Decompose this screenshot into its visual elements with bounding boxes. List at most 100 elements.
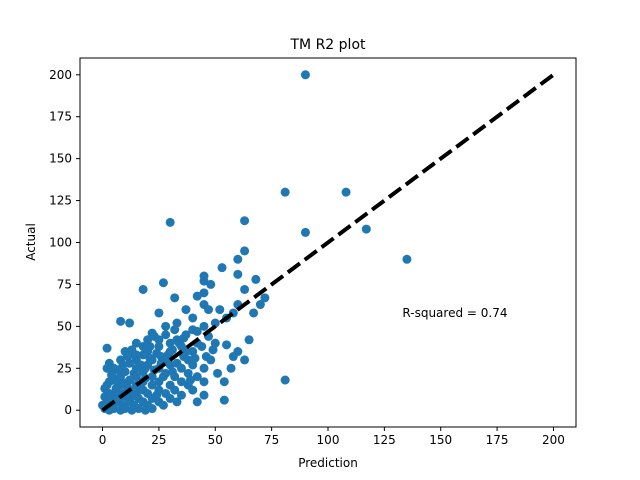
data-point	[199, 276, 209, 286]
data-point	[165, 217, 175, 227]
data-point	[152, 348, 162, 358]
data-point	[341, 187, 351, 197]
data-point	[240, 246, 250, 256]
y-axis-label: Actual	[24, 223, 38, 261]
data-point	[147, 404, 157, 414]
data-point	[161, 330, 171, 340]
y-tick-label: 150	[49, 152, 72, 166]
data-point	[145, 353, 155, 363]
data-point	[131, 350, 141, 360]
data-point	[402, 254, 412, 264]
data-point	[158, 372, 168, 382]
x-tick-label: 50	[208, 433, 223, 447]
data-point	[192, 397, 202, 407]
data-point	[179, 333, 189, 343]
x-tick-label: 125	[373, 433, 396, 447]
data-point	[361, 224, 371, 234]
data-point	[226, 363, 236, 373]
data-point	[140, 405, 150, 415]
data-point	[199, 288, 209, 298]
data-point	[158, 278, 168, 288]
x-tick-label: 75	[264, 433, 279, 447]
data-point	[188, 313, 198, 323]
data-point	[190, 353, 200, 363]
data-point	[217, 263, 227, 273]
data-point	[199, 321, 209, 331]
data-point	[255, 300, 265, 310]
data-point	[113, 373, 123, 383]
x-tick-label: 150	[429, 433, 452, 447]
y-tick-label: 0	[64, 403, 72, 417]
data-point	[116, 316, 126, 326]
data-point	[129, 368, 139, 378]
data-point	[116, 405, 126, 415]
data-point	[170, 385, 180, 395]
data-point	[111, 388, 121, 398]
y-tick-label: 50	[57, 319, 72, 333]
data-point	[113, 365, 123, 375]
data-point	[210, 318, 220, 328]
data-point	[300, 227, 310, 237]
y-tick-label: 75	[57, 277, 72, 291]
data-point	[172, 397, 182, 407]
x-axis-ticks: 0 25 50 75 100 125 150 175 200	[99, 427, 565, 447]
data-point	[176, 390, 186, 400]
x-tick-label: 175	[486, 433, 509, 447]
data-point	[134, 404, 144, 414]
data-point	[233, 254, 243, 264]
data-point	[222, 340, 232, 350]
data-point	[300, 70, 310, 80]
data-point	[240, 216, 250, 226]
data-point	[204, 305, 214, 315]
x-tick-label: 25	[151, 433, 166, 447]
data-point	[140, 363, 150, 373]
data-point	[152, 390, 162, 400]
data-point	[260, 293, 270, 303]
data-point	[240, 284, 250, 294]
data-point	[127, 392, 137, 402]
data-point	[233, 347, 243, 357]
data-point	[122, 352, 132, 362]
x-axis-label: Prediction	[298, 456, 358, 470]
data-point	[188, 385, 198, 395]
data-point	[280, 375, 290, 385]
data-point	[244, 335, 254, 345]
data-point	[158, 400, 168, 410]
data-point	[147, 380, 157, 390]
data-point	[170, 293, 180, 303]
reference-line	[101, 73, 555, 412]
data-point	[240, 355, 250, 365]
y-tick-label: 175	[49, 110, 72, 124]
data-point	[161, 321, 171, 331]
data-point	[199, 363, 209, 373]
data-point	[104, 377, 114, 387]
chart-title: TM R2 plot	[290, 37, 367, 53]
data-point	[199, 390, 209, 400]
data-point	[131, 338, 141, 348]
plot-frame	[79, 57, 577, 428]
data-point	[176, 377, 186, 387]
data-point	[125, 318, 135, 328]
data-point	[102, 363, 112, 373]
y-tick-label: 200	[49, 68, 72, 82]
data-point	[206, 355, 216, 365]
data-point	[213, 368, 223, 378]
data-point	[208, 345, 218, 355]
data-point	[249, 308, 259, 318]
data-point	[138, 350, 148, 360]
data-point	[172, 358, 182, 368]
data-point	[219, 395, 229, 405]
x-tick-label: 100	[317, 433, 340, 447]
x-tick-label: 200	[542, 433, 565, 447]
data-point	[192, 372, 202, 382]
data-point	[233, 269, 243, 279]
data-point	[149, 331, 159, 341]
data-point	[199, 377, 209, 387]
data-point	[138, 284, 148, 294]
data-point	[192, 326, 202, 336]
data-point	[215, 305, 225, 315]
data-point	[154, 308, 164, 318]
data-point	[181, 347, 191, 357]
data-point	[185, 375, 195, 385]
data-point	[280, 187, 290, 197]
